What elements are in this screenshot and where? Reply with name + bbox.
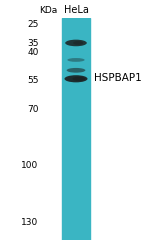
Ellipse shape	[73, 41, 83, 45]
Ellipse shape	[72, 77, 85, 81]
Ellipse shape	[64, 75, 88, 82]
Ellipse shape	[67, 68, 85, 73]
Text: HSPBAP1: HSPBAP1	[94, 73, 142, 83]
Text: HeLa: HeLa	[64, 5, 88, 15]
Ellipse shape	[67, 58, 85, 62]
Bar	[62, 18, 90, 240]
Text: KDa: KDa	[39, 6, 58, 15]
Ellipse shape	[65, 40, 87, 46]
